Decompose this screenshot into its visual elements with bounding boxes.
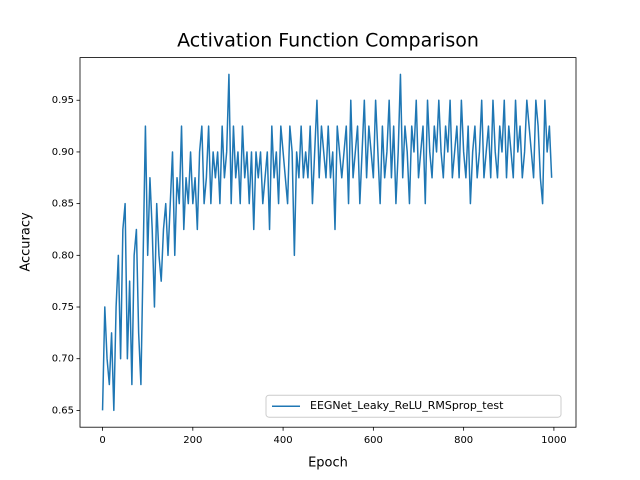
legend-box <box>265 394 562 418</box>
x-axis-label: Epoch <box>308 456 348 471</box>
x-tick-label: 800 <box>454 435 473 446</box>
legend: EEGNet_Leaky_ReLU_RMSprop_test <box>265 394 562 418</box>
data-line <box>101 73 553 412</box>
x-tick-label: 600 <box>364 435 383 446</box>
y-tick-label: 0.80 <box>52 250 74 261</box>
chart-title: Activation Function Comparison <box>177 30 479 52</box>
y-tick-label: 0.65 <box>52 405 74 416</box>
y-tick-label: 0.75 <box>52 302 74 313</box>
y-tick-label: 0.85 <box>52 199 74 210</box>
legend-label: EEGNet_Leaky_ReLU_RMSprop_test <box>310 399 504 412</box>
y-tick-label: 0.70 <box>52 354 74 365</box>
y-tick-label: 0.90 <box>52 147 74 158</box>
x-tick-label: 200 <box>183 435 202 446</box>
x-tick-label: 1000 <box>541 435 566 446</box>
plot-frame <box>79 57 577 428</box>
x-tick-label: 400 <box>274 435 293 446</box>
y-axis-label: Accuracy <box>19 212 34 272</box>
y-tick-label: 0.95 <box>52 95 74 106</box>
x-tick-label: 0 <box>99 435 105 446</box>
